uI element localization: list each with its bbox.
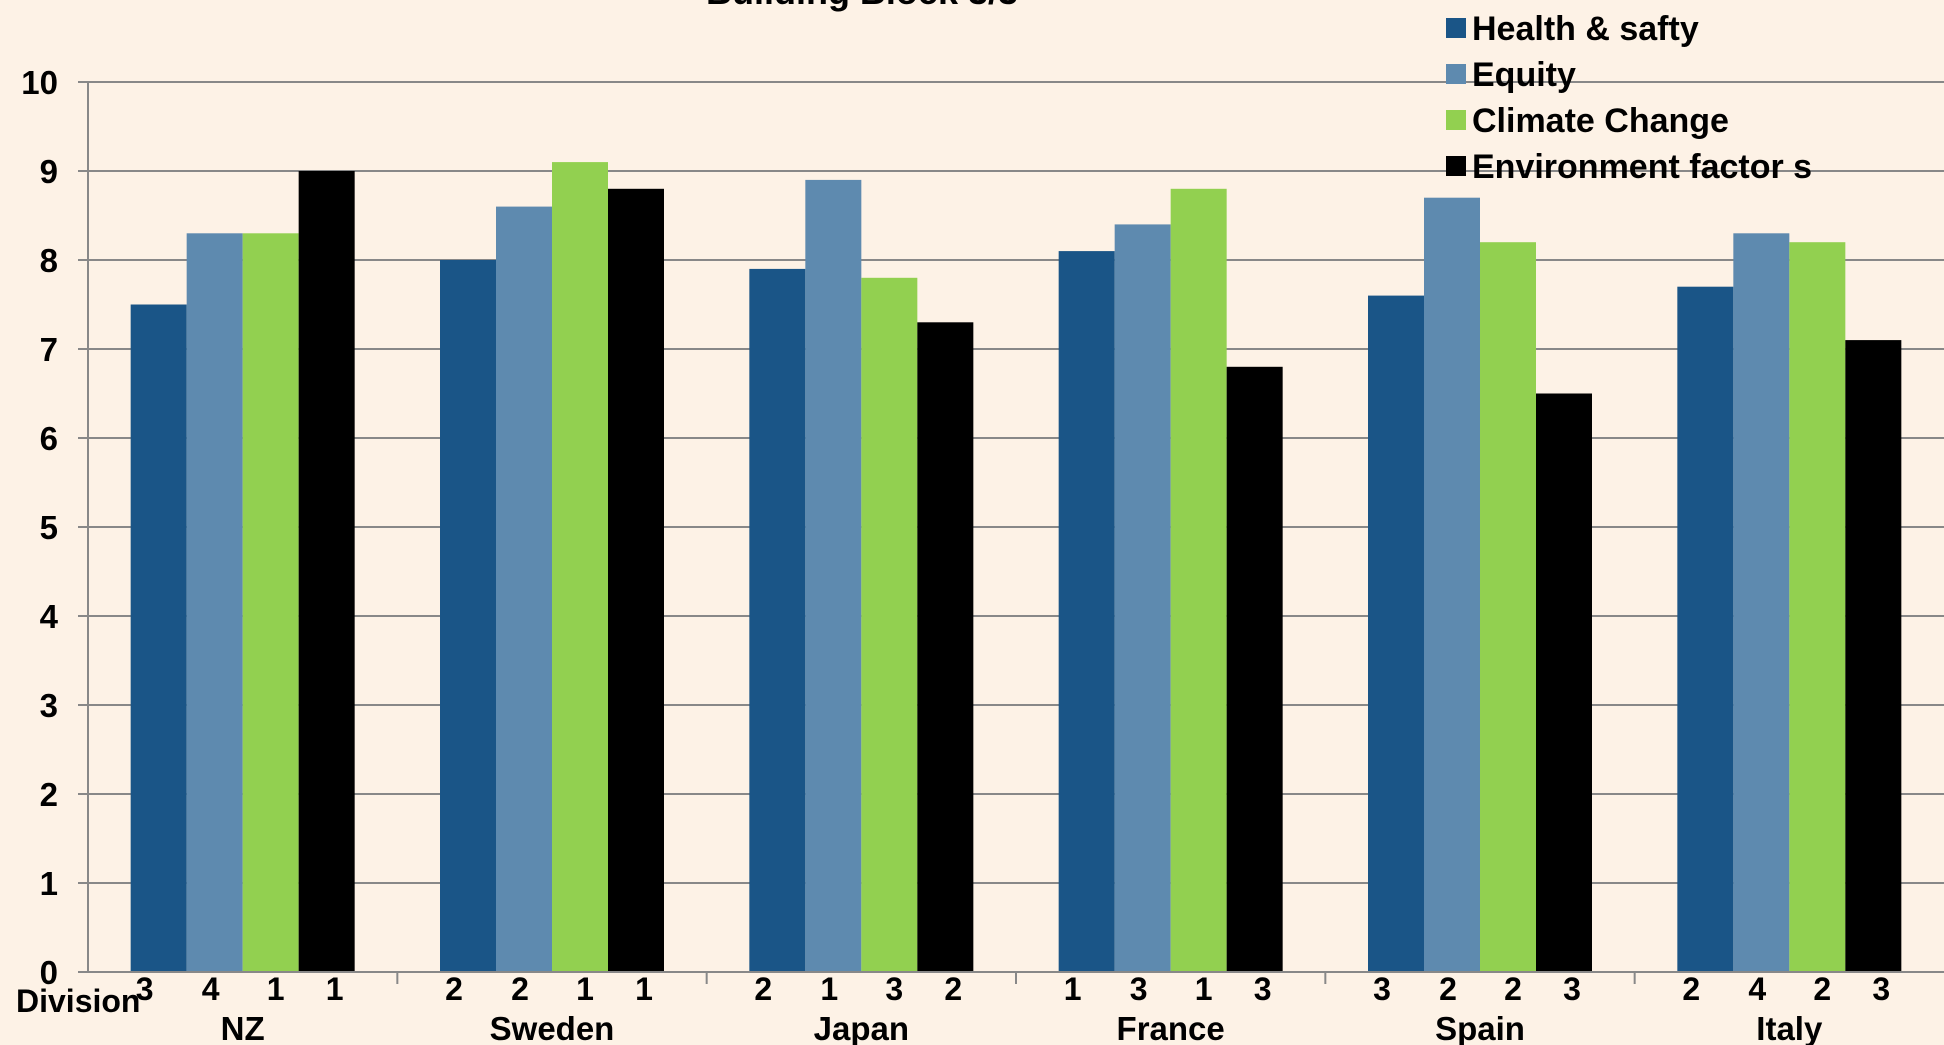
x-tick-label: Italy [1756,1010,1823,1045]
bar [242,233,299,973]
division-label: 1 [1195,971,1213,1007]
division-label: 4 [202,971,220,1007]
bar [130,304,187,972]
division-label: 1 [267,971,285,1007]
bar [186,233,243,973]
division-label: 2 [1439,971,1457,1007]
division-label: 3 [136,971,154,1007]
legend-entry: Climate Change [1472,102,1729,140]
bar [440,260,496,972]
y-tick-label: 9 [40,153,58,190]
axes [87,82,1944,973]
y-tick-label: 5 [40,509,58,546]
bar [1424,197,1480,972]
bar [1845,340,1902,973]
legend-swatch [1446,110,1466,130]
bar [1368,295,1424,973]
y-tick-label: 6 [40,420,58,457]
y-tick-label: 1 [40,865,58,902]
bar [1733,233,1790,973]
bar [496,206,552,973]
division-label: 4 [1748,971,1766,1007]
legend-swatch [1446,18,1466,38]
legend-swatch [1446,156,1466,176]
y-tick-label: 8 [40,242,58,279]
division-label: 2 [445,971,463,1007]
x-tick-label: Japan [814,1010,909,1045]
y-tick-label: 10 [21,64,58,101]
division-label: 1 [1064,971,1082,1007]
division-label: 3 [1563,971,1581,1007]
y-tick-labels: 0 1 2 3 4 5 6 7 8 9 10 [21,64,58,991]
division-label: 3 [1130,971,1148,1007]
division-label: 3 [1872,971,1890,1007]
legend-swatch [1446,64,1466,84]
x-tick-label: France [1117,1010,1225,1045]
division-label: 1 [326,971,344,1007]
legend-entry: Environment factor s [1472,148,1812,186]
y-tick-label: 2 [40,776,58,813]
division-labels: 3 4 1 1 2 2 1 1 2 1 3 2 1 3 1 3 3 2 2 3 2 4 2 3 [136,971,1890,1007]
division-label: 2 [1682,971,1700,1007]
y-tick-label: 4 [40,598,59,635]
bar [1114,224,1171,972]
bar [1058,251,1115,973]
gridlines [78,81,1944,984]
bar [917,322,974,972]
division-label: 3 [1254,971,1272,1007]
legend-entry: Health & safty [1472,10,1699,48]
division-label: 3 [1373,971,1391,1007]
division-label: 2 [1504,971,1522,1007]
division-label: 1 [576,971,594,1007]
division-label: 2 [1813,971,1831,1007]
y-tick-label: 3 [40,687,58,724]
bar [298,171,355,972]
bar [861,277,918,972]
legend-entry: Equity [1472,56,1576,94]
x-tick-label: Sweden [490,1010,615,1045]
x-tick-label: Spain [1435,1010,1525,1045]
division-row-label: Division [16,983,140,1019]
y-tick-label: 7 [40,331,58,368]
division-label: 2 [944,971,962,1007]
bar [608,188,664,973]
legend: Health & safty Equity Climate Change Enviro… [1446,10,1812,186]
bar [805,179,862,972]
chart-title: Building Block 3/3 [706,0,1018,12]
division-label: 1 [635,971,653,1007]
y-tick-label: 0 [40,954,58,991]
x-tick-label: NZ [221,1010,265,1045]
bar [1226,366,1283,972]
bar [552,162,608,973]
bar [1536,393,1592,972]
bar [1170,188,1227,973]
x-tick-labels: NZ Sweden Japan France Spain Italy [221,1010,1823,1045]
division-label: 2 [754,971,772,1007]
division-label: 2 [511,971,529,1007]
bar [1677,286,1734,972]
bar [1789,242,1846,972]
bar [1480,242,1536,972]
bars [130,162,1902,973]
division-label: 3 [885,971,903,1007]
bar [749,268,806,972]
division-label: 1 [820,971,838,1007]
